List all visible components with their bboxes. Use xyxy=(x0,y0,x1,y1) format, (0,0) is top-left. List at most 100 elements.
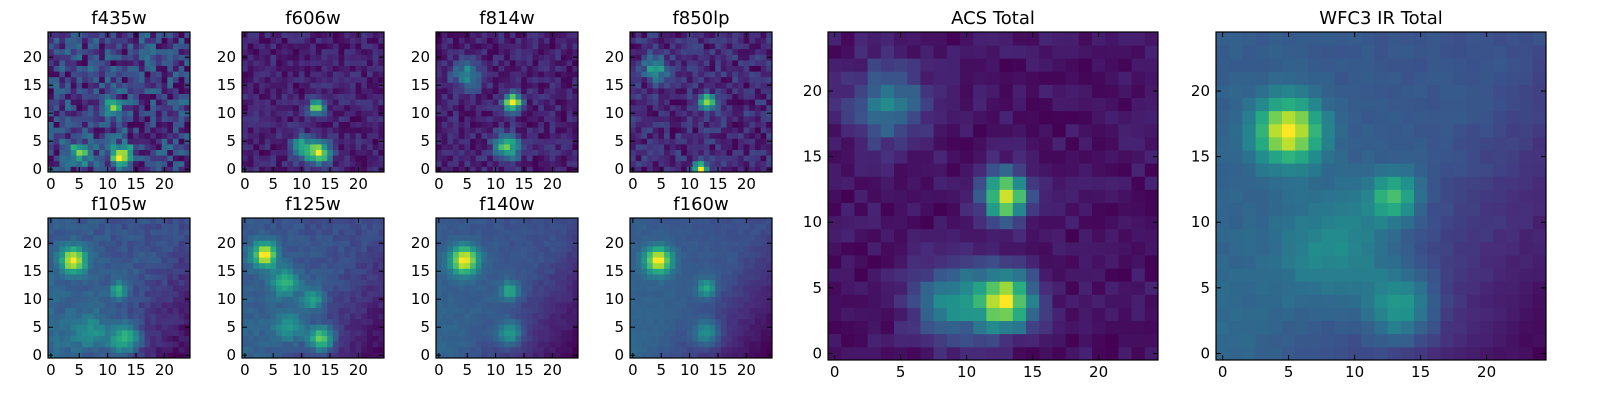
pixel xyxy=(110,82,117,89)
pixel xyxy=(453,279,460,286)
pixel xyxy=(1065,123,1080,138)
pixel xyxy=(999,333,1014,348)
pixel xyxy=(681,93,688,100)
pixel xyxy=(76,262,83,269)
pixel xyxy=(184,60,191,66)
pixel xyxy=(1012,346,1027,361)
pixel xyxy=(264,99,271,106)
pixel xyxy=(1092,294,1106,308)
acs-total-axes-frame xyxy=(827,31,1159,361)
pixel xyxy=(93,43,100,50)
pixel xyxy=(521,127,528,134)
pixel xyxy=(121,234,128,241)
pixel xyxy=(549,341,556,348)
pixel xyxy=(59,279,66,286)
pixel xyxy=(338,262,345,269)
pixel xyxy=(481,110,488,117)
pixel xyxy=(703,93,710,100)
pixel xyxy=(281,82,288,89)
pixel xyxy=(247,132,254,139)
pixel xyxy=(293,116,300,122)
pixel xyxy=(880,32,895,46)
pixel xyxy=(259,138,266,145)
pixel xyxy=(138,341,145,348)
pixel xyxy=(760,76,767,83)
pixel xyxy=(270,110,277,117)
pixel xyxy=(281,341,288,348)
pixel xyxy=(247,234,254,241)
pixel xyxy=(572,32,579,38)
x-tick-label: 15 xyxy=(320,361,339,379)
pixel xyxy=(70,32,77,38)
pixel xyxy=(361,296,368,303)
pixel xyxy=(332,48,339,55)
pixel xyxy=(178,93,185,100)
pixel xyxy=(743,93,750,100)
pixel xyxy=(172,149,180,156)
pixel xyxy=(99,138,106,145)
pixel xyxy=(355,346,362,353)
pixel xyxy=(276,313,283,320)
pixel xyxy=(481,71,488,78)
pixel xyxy=(378,330,385,336)
pixel xyxy=(498,335,505,342)
pixel xyxy=(287,285,294,292)
pixel xyxy=(76,132,83,139)
pixel xyxy=(920,333,934,348)
pixel xyxy=(321,71,328,78)
pixel xyxy=(692,132,699,139)
pixel xyxy=(259,65,266,72)
pixel xyxy=(116,43,123,50)
pixel xyxy=(287,166,294,173)
pixel xyxy=(521,99,528,106)
pixel xyxy=(732,166,739,173)
pixel xyxy=(65,99,72,106)
pixel xyxy=(698,82,705,89)
pixel xyxy=(509,144,516,150)
pixel xyxy=(361,127,368,134)
pixel xyxy=(732,32,739,38)
pixel xyxy=(332,324,339,331)
pixel xyxy=(720,149,727,156)
pixel xyxy=(259,285,266,292)
pixel xyxy=(555,352,562,359)
pixel xyxy=(349,352,356,359)
pixel xyxy=(487,48,494,55)
pixel xyxy=(492,65,499,72)
pixel xyxy=(259,99,266,106)
pixel xyxy=(509,48,516,55)
pixel xyxy=(310,166,317,173)
pixel xyxy=(270,330,277,336)
pixel xyxy=(635,138,642,145)
pixel xyxy=(652,138,659,145)
pixel xyxy=(155,110,162,117)
pixel xyxy=(110,251,117,258)
pixel xyxy=(566,346,573,353)
pixel xyxy=(366,160,374,167)
pixel xyxy=(372,48,379,55)
pixel xyxy=(70,330,77,336)
pixel xyxy=(304,116,311,122)
pixel xyxy=(1078,32,1093,46)
pixel xyxy=(281,346,288,353)
pixel xyxy=(87,166,94,173)
pixel xyxy=(321,324,328,331)
pixel xyxy=(53,335,60,342)
pixel xyxy=(281,76,288,83)
pixel xyxy=(1078,215,1093,230)
pixel xyxy=(566,330,573,336)
pixel xyxy=(172,257,180,264)
pixel xyxy=(321,93,328,100)
pixel xyxy=(854,228,868,243)
pixel xyxy=(498,37,505,44)
pixel xyxy=(907,58,921,72)
pixel xyxy=(87,352,94,359)
pixel xyxy=(960,123,974,138)
pixel xyxy=(743,160,750,167)
pixel xyxy=(150,166,157,173)
pixel xyxy=(754,32,762,38)
pixel xyxy=(321,121,328,128)
pixel xyxy=(538,307,545,314)
pixel xyxy=(572,285,579,292)
pixel xyxy=(65,324,72,331)
